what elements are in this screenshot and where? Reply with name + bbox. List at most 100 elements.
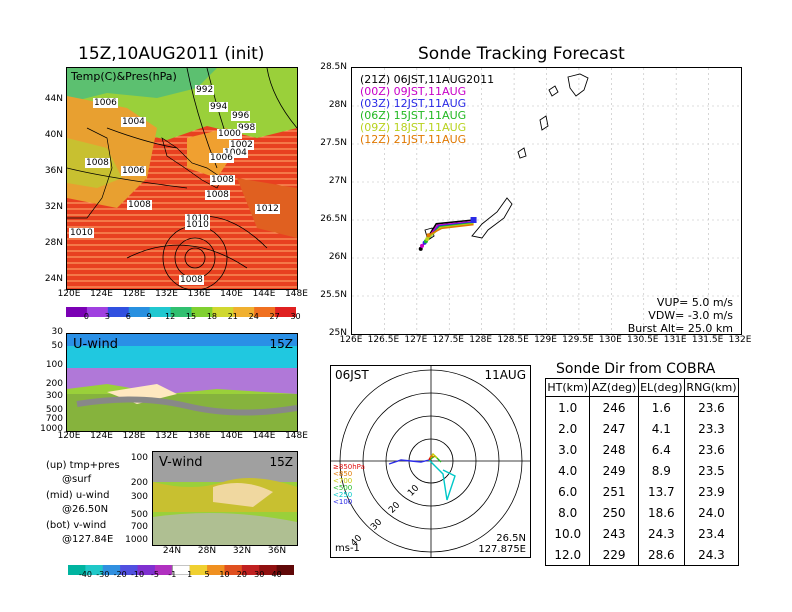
table-cell: 3.0 (544, 439, 591, 460)
map-lon-tick: 136E (187, 289, 211, 299)
isobar-label: 1006 (121, 166, 146, 176)
wind-colorbar-segment (102, 565, 121, 575)
level-legend-entry: <850 (333, 470, 353, 478)
vwind-max (213, 483, 273, 507)
uwind-pressure-tick: 300 (45, 390, 63, 401)
hodograph-segment (388, 459, 430, 465)
note-line: @26.50N (62, 504, 109, 515)
uwind-pressure-tick: 500 (45, 404, 63, 415)
temp-colorbar-segment (128, 307, 151, 317)
vwind-panel: V-wind 15Z (152, 451, 298, 546)
table-cell: 8.0 (544, 502, 591, 523)
polar-unit: ms-1 (335, 543, 360, 554)
uwind-lon-tick: 124E (90, 431, 113, 441)
table-cell: 23.6 (683, 439, 740, 460)
isobar-label: 992 (195, 85, 215, 95)
wind-colorbar-segment (120, 565, 139, 575)
uwind-lon-tick: 120E (57, 431, 81, 441)
uwind-lon-tick: 148E (285, 431, 308, 441)
table-row: 6.0 251 13.7 23.9 (544, 481, 740, 502)
track-legend-entry: (00Z) 09JST,11AUG (360, 85, 467, 98)
temp-colorbar-label: 24 (248, 312, 259, 321)
isobar-label: 1006 (209, 153, 234, 163)
vwind-lat-tick: 28N (197, 546, 217, 556)
uwind-svg (67, 334, 297, 431)
table-cell: 1.0 (544, 396, 591, 418)
uwind-pressure-tick: 700 (45, 414, 63, 425)
table-cell: 23.5 (683, 460, 740, 481)
track-landing-point (426, 233, 431, 238)
table-cell: 4.1 (637, 418, 685, 439)
polar-location: 26.5N 127.875E (478, 533, 526, 555)
map-label: Temp(C)&Pres(hPa) (71, 70, 177, 83)
isobar-label: 1010 (69, 228, 94, 238)
isobar-label: 1008 (179, 275, 204, 285)
isobar-label: 1008 (210, 175, 235, 185)
map-lat-tick: 24N (44, 274, 63, 284)
uwind-pressure-tick: 50 (51, 341, 63, 352)
uwind-easterly-band (67, 346, 297, 368)
table-row: 2.0 247 4.1 23.3 (544, 418, 740, 439)
temp-colorbar-label: 21 (227, 312, 238, 321)
uwind-time: 15Z (269, 337, 294, 351)
track-lon-tick: 130.5E (627, 335, 659, 345)
wind-colorbar-segment (154, 565, 173, 575)
note-line: @127.84E (62, 534, 114, 545)
table-cell: 24.3 (637, 523, 685, 544)
temp-colorbar-svg (66, 307, 297, 317)
uwind-pressure-tick: 30 (51, 327, 63, 337)
track-legend-entry: (03Z) 12JST,11AUG (360, 97, 467, 110)
track-lat-tick: 27.5N (320, 138, 347, 148)
vwind-time: 15Z (269, 455, 294, 469)
vwind-lat-tick: 24N (162, 546, 182, 556)
vwind-pressure-tick: 300 (130, 492, 148, 503)
track-legend-entry: (09Z) 18JST,11AUG (360, 121, 467, 134)
table-cell: 251 (589, 481, 639, 502)
header-rng: RNG(km) (683, 378, 740, 397)
track-lon-tick: 132E (728, 335, 752, 345)
table-cell: 23.4 (683, 523, 740, 544)
wind-colorbar-label: -20 (113, 570, 127, 579)
track-lat-tick: 25N (328, 328, 347, 338)
table-cell: 13.7 (637, 481, 685, 502)
island-coastline (539, 115, 549, 131)
temp-pressure-map: Temp(C)&Pres(hPa) 992 994 996 998 1000 1002 10… (66, 67, 298, 290)
table-cell: 2.0 (544, 418, 591, 439)
track-params: VUP= 5.0 m/s VDW= -3.0 m/s Burst Alt= 25… (628, 296, 733, 335)
wind-colorbar (68, 560, 295, 576)
launch-site-marker (470, 217, 477, 223)
wind-colorbar-label: -40 (78, 570, 92, 579)
uwind-panel: U-wind 15Z (66, 333, 298, 432)
table-cell: 6.4 (637, 439, 685, 460)
vwind-pressure-tick: 700 (130, 522, 148, 533)
map-lon-tick: 124E (90, 289, 113, 299)
temp-colorbar-label: 3 (104, 312, 110, 321)
table-cell: 24.0 (683, 502, 740, 523)
note-line: (bot) v-wind (46, 520, 107, 531)
track-lon-tick: 131.5E (691, 335, 724, 345)
temp-colorbar-segment (233, 307, 255, 317)
cold-region (67, 68, 217, 103)
track-lat-tick: 28N (328, 100, 347, 110)
track-lon-tick: 128.5E (497, 335, 529, 345)
vup-text: VUP= 5.0 m/s (656, 296, 733, 309)
temp-colorbar-label: 27 (269, 312, 280, 321)
temp-colorbar (66, 302, 297, 317)
uwind-lon-tick: 140E (220, 431, 243, 441)
table-header-row: HT(km) AZ(deg) EL(deg) RNG(km) (544, 378, 740, 397)
table-cell: 248 (589, 439, 639, 460)
wind-colorbar-label: 30 (254, 570, 265, 579)
track-lat-tick: 28.5N (320, 62, 347, 72)
map-lat-tick: 32N (44, 202, 63, 212)
table-body: 1.0 246 1.6 23.6 2.0 247 4.1 23.3 3.0 248 6.4 23.6 4… (544, 396, 740, 566)
table-row: 4.0 249 8.9 23.5 (544, 460, 740, 481)
vwind-lat-tick: 32N (232, 546, 252, 556)
table-title: Sonde Dir from COBRA (556, 361, 716, 377)
header-el: EL(deg) (637, 378, 685, 397)
track-title: Sonde Tracking Forecast (418, 44, 625, 64)
uwind-lower (67, 394, 297, 431)
polar-lat: 26.5N (496, 533, 526, 544)
vwind-lower (153, 513, 297, 545)
island-coastline (424, 227, 435, 241)
isobar-label: 994 (209, 102, 229, 112)
